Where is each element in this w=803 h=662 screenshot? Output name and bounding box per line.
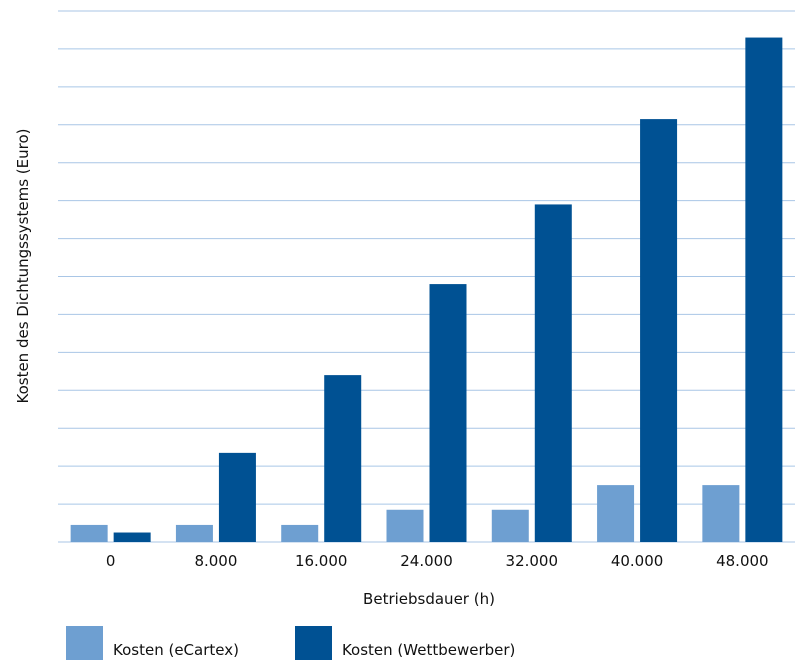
bar-wettbewerber-5: [640, 119, 678, 542]
x-axis-title: Betriebsdauer (h): [363, 590, 495, 608]
legend-item-ecartex: Kosten (eCartex): [66, 626, 239, 660]
x-tick-label: 24.000: [400, 552, 453, 570]
bar-wettbewerber-2: [324, 375, 362, 542]
bar-wettbewerber-3: [429, 284, 467, 542]
x-tick-label: 0: [106, 552, 116, 570]
legend-label-wettbewerber: Kosten (Wettbewerber): [341, 641, 516, 659]
bar-wettbewerber-0: [113, 532, 151, 542]
legend-label-ecartex: Kosten (eCartex): [113, 641, 239, 659]
legend-swatch-ecartex: [66, 626, 103, 660]
legend-item-wettbewerber: Kosten (Wettbewerber): [294, 626, 516, 660]
bar-wettbewerber-6: [745, 37, 783, 543]
x-tick-label: 16.000: [295, 552, 348, 570]
legend-swatch-wettbewerber: [294, 626, 332, 660]
x-tick-labels: 0 8.000 16.000 24.000 32.000 40.000 48.000: [106, 552, 769, 570]
x-tick-label: 8.000: [194, 552, 237, 570]
bar-wettbewerber-1: [218, 452, 256, 542]
y-axis-title: Kosten des Dichtungssystems (Euro): [14, 128, 32, 403]
bar-ecartex-2: [281, 524, 319, 542]
bar-wettbewerber-4: [534, 204, 572, 542]
bar-ecartex-6: [702, 485, 740, 542]
legend: Kosten (eCartex) Kosten (Wettbewerber): [66, 626, 515, 660]
bar-ecartex-5: [597, 485, 635, 542]
bar-ecartex-1: [175, 524, 213, 542]
x-tick-label: 40.000: [611, 552, 664, 570]
gridlines: [58, 10, 795, 543]
bar-ecartex-4: [491, 509, 529, 542]
bar-ecartex-3: [386, 509, 424, 542]
x-tick-label: 48.000: [716, 552, 769, 570]
bars: [70, 37, 783, 543]
bar-ecartex-0: [70, 524, 108, 542]
x-tick-label: 32.000: [506, 552, 559, 570]
